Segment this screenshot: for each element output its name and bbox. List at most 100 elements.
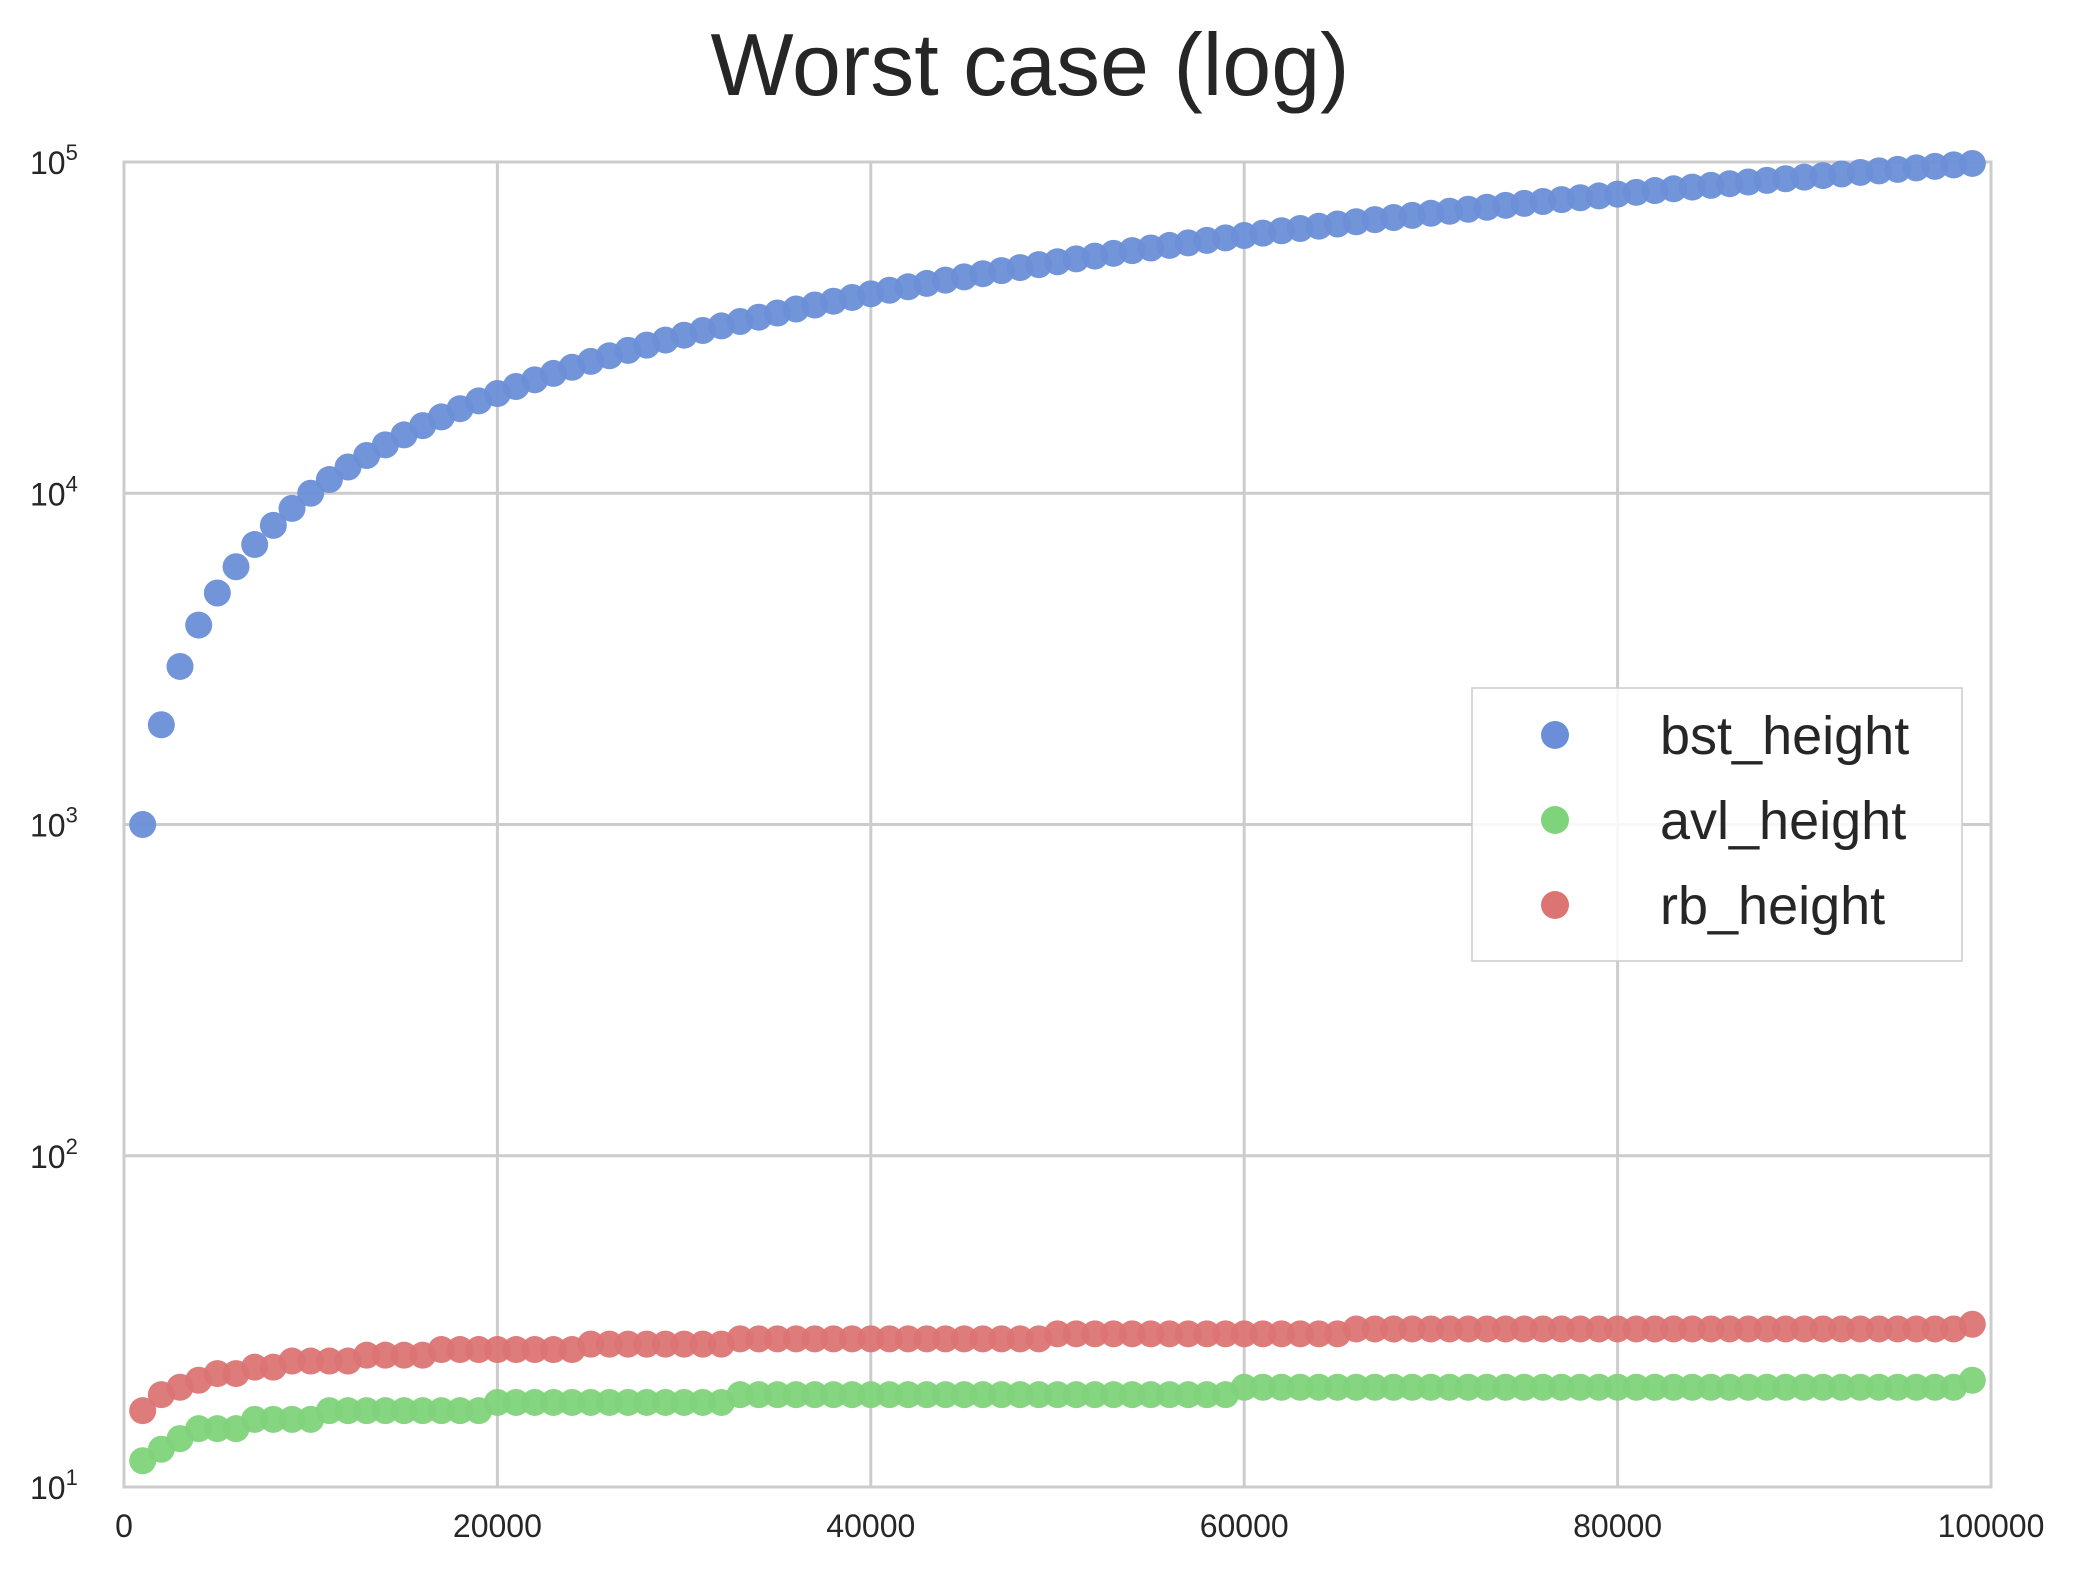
avl_height-point [838,1381,866,1409]
x-tick-label: 60000 [1200,1508,1289,1544]
avl_height-point [913,1381,941,1409]
avl_height-point [1249,1373,1277,1401]
y-tick-label: 102 [30,1134,78,1175]
rb_height-point [371,1341,399,1369]
rb_height-point [1230,1320,1258,1348]
x-tick-label: 80000 [1573,1508,1662,1544]
avl_height-point [633,1388,661,1416]
x-tick-label: 100000 [1938,1508,2045,1544]
avl_height-point [1361,1373,1389,1401]
rb_height-point [1137,1320,1165,1348]
avl_height-point [1884,1373,1912,1401]
rb_height-point [1846,1315,1874,1343]
rb_height-point [1268,1320,1296,1348]
rb_height-point [1398,1315,1426,1343]
rb_height-point [1249,1320,1277,1348]
rb_height-point [987,1325,1015,1353]
rb_height-point [913,1325,941,1353]
avl_height-point [259,1405,287,1433]
y-tick-label: 101 [30,1465,78,1506]
rb_height-point [1380,1315,1408,1343]
avl_height-point [446,1397,474,1425]
avl_height-point [1921,1373,1949,1401]
avl_height-point [1716,1373,1744,1401]
rb_height-point [390,1341,418,1369]
bst_height-point [185,611,213,639]
avl_height-point [1641,1373,1669,1401]
rb_height-point [129,1397,157,1425]
rb_height-point [1566,1315,1594,1343]
avl_height-point [1398,1373,1426,1401]
rb_height-point [1081,1320,1109,1348]
avl_height-point [278,1405,306,1433]
avl_height-point [315,1397,343,1425]
avl_height-point [595,1388,623,1416]
rb_height-point [1193,1320,1221,1348]
rb_height-point [857,1325,885,1353]
avl_height-point [390,1397,418,1425]
avl_height-point [1492,1373,1520,1401]
rb_height-point [1809,1315,1837,1343]
avl_height-point [1604,1373,1632,1401]
rb_height-point [651,1330,679,1358]
avl_height-point [1454,1373,1482,1401]
x-axis-ticks: 0 20000 40000 60000 80000 100000 [115,1508,2044,1544]
avl_height-point [931,1381,959,1409]
avl_height-point [1417,1373,1445,1401]
rb_height-point [950,1325,978,1353]
y-tick-label: 105 [30,140,78,181]
avl_height-point [1174,1381,1202,1409]
avl_height-point [1006,1381,1034,1409]
rb_height-point [1622,1315,1650,1343]
avl_height-point [1902,1373,1930,1401]
rb_height-point [1716,1315,1744,1343]
rb_height-point [465,1336,493,1364]
rb_height-point [1548,1315,1576,1343]
data-points [129,149,1986,1475]
avl_height-point [1324,1373,1352,1401]
avl_height-point [1473,1373,1501,1401]
rb_height-point [241,1353,269,1381]
rb_height-point [1697,1315,1725,1343]
avl_height-point [1697,1373,1725,1401]
rb_height-point [670,1330,698,1358]
avl_height-point [782,1381,810,1409]
legend-marker-rb_height [1541,891,1569,919]
rb_height-point [1417,1315,1445,1343]
avl_height-point [1286,1373,1314,1401]
legend-label-avl_height: avl_height [1660,791,1906,851]
avl_height-point [1865,1373,1893,1401]
rb_height-point [595,1330,623,1358]
avl_height-point [427,1397,455,1425]
y-tick-label: 103 [30,803,78,844]
legend-label-rb_height: rb_height [1660,876,1885,936]
avl_height-point [745,1381,773,1409]
rb_height-point [1492,1315,1520,1343]
y-axis-ticks: 101 102 103 104 105 [30,140,78,1506]
rb_height-point [1100,1320,1128,1348]
avl_height-point [1678,1373,1706,1401]
rb_height-point [1604,1315,1632,1343]
rb_height-point [1585,1315,1613,1343]
rb_height-point [539,1336,567,1364]
avl_height-point [1342,1373,1370,1401]
avl_height-point [502,1388,530,1416]
series-avl_height [129,1366,1986,1475]
series-bst_height [129,149,1986,838]
avl_height-point [857,1381,885,1409]
rb_height-point [838,1325,866,1353]
avl_height-point [1380,1373,1408,1401]
bst_height-point [278,494,306,522]
rb_height-point [1828,1315,1856,1343]
rb_height-point [1473,1315,1501,1343]
avl_height-point [819,1381,847,1409]
avl_height-point [1529,1373,1557,1401]
avl_height-point [1846,1373,1874,1401]
bst_height-point [222,553,250,581]
x-tick-label: 20000 [453,1508,542,1544]
avl_height-point [763,1381,791,1409]
avl_height-point [371,1397,399,1425]
legend-marker-avl_height [1541,806,1569,834]
avl_height-point [651,1388,679,1416]
series-rb_height [129,1310,1986,1425]
